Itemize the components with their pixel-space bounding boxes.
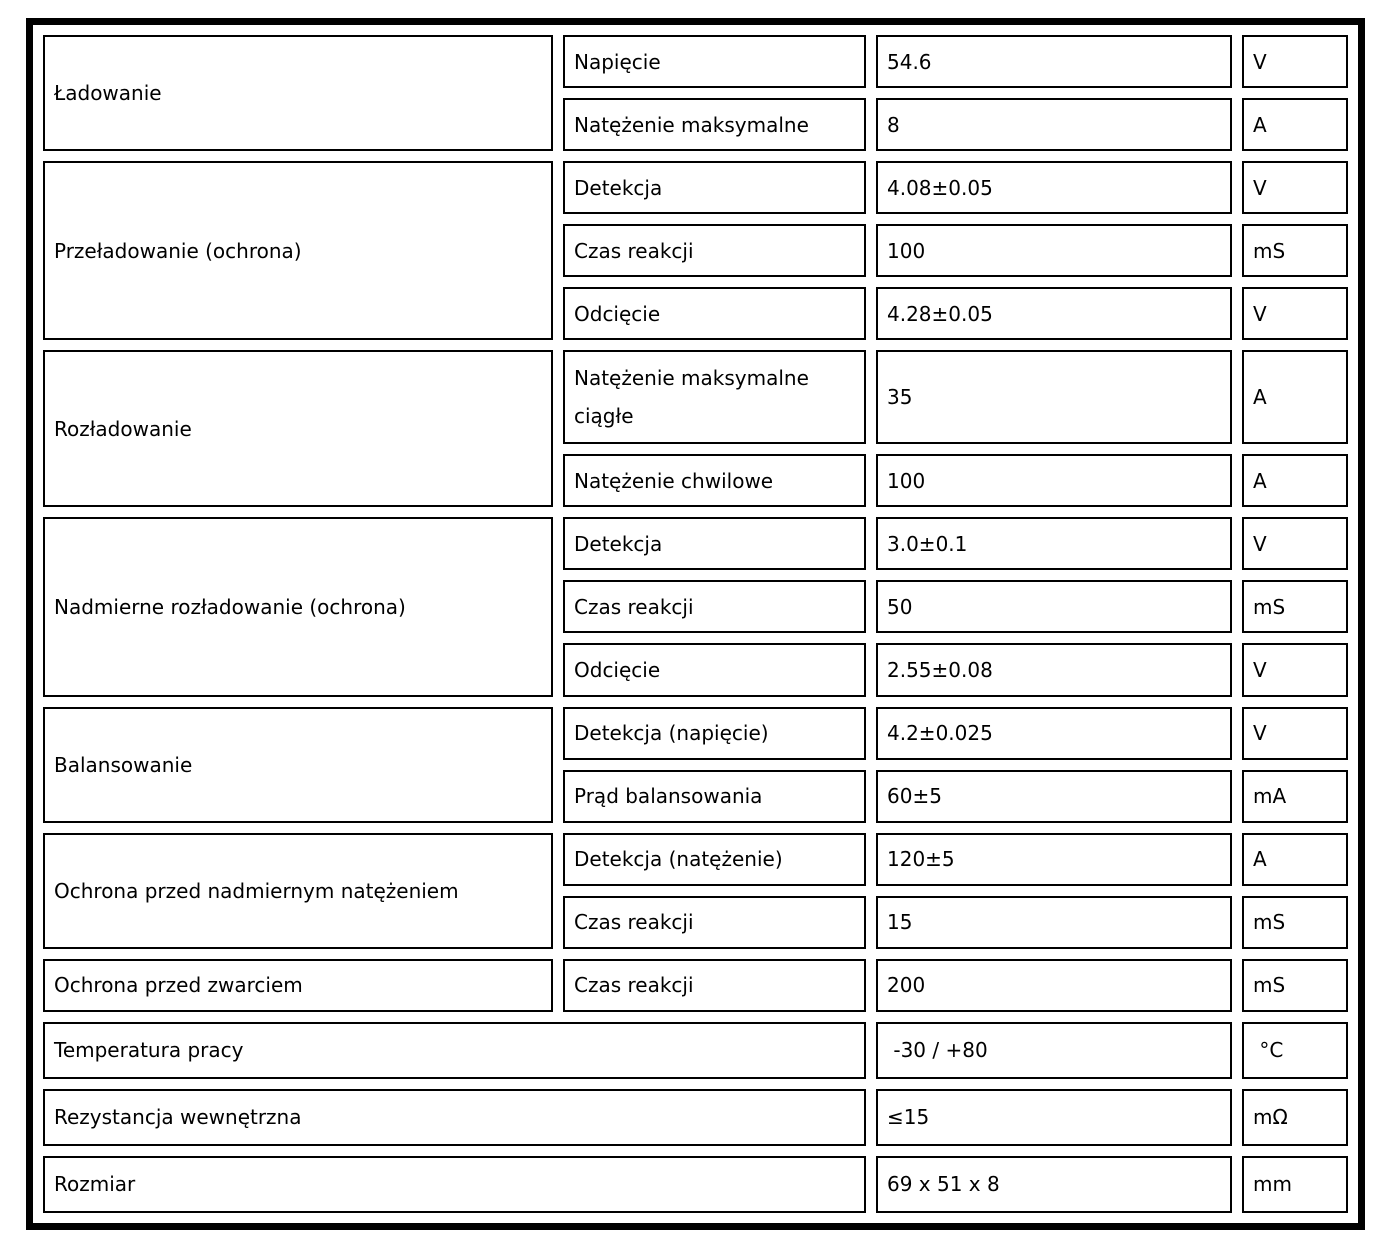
unit-cell: mS bbox=[1242, 580, 1348, 634]
param-cell: Odcięcie bbox=[563, 287, 866, 341]
value-cell: 2.55±0.08 bbox=[876, 643, 1232, 697]
param-cell: Detekcja (natężenie) bbox=[563, 832, 866, 886]
param-cell: Odcięcie bbox=[563, 643, 866, 697]
unit-cell: V bbox=[1242, 287, 1348, 341]
unit-cell: V bbox=[1242, 643, 1348, 697]
value-cell: 4.28±0.05 bbox=[876, 287, 1232, 341]
value-cell: 50 bbox=[876, 580, 1232, 634]
param-cell: Detekcja bbox=[563, 161, 866, 215]
spec-table-frame: Ładowanie Napięcie 54.6 V Natężenie maks… bbox=[26, 18, 1365, 1230]
param-cell: Detekcja (napięcie) bbox=[563, 706, 866, 760]
table-row: Rezystancja wewnętrzna ≤15 mΩ bbox=[43, 1088, 1348, 1146]
category-cell: Ochrona przed nadmiernym natężeniem bbox=[43, 832, 553, 949]
table-row: Czas reakcji 100 mS bbox=[43, 224, 1348, 278]
table-row: Balansowanie Detekcja (napięcie) 4.2±0.0… bbox=[43, 706, 1348, 823]
unit-cell: mS bbox=[1242, 224, 1348, 278]
table-row: Czas reakcji 15 mS bbox=[43, 895, 1348, 949]
table-row: Ochrona przed nadmiernym natężeniem Dete… bbox=[43, 832, 1348, 949]
value-cell: ≤15 bbox=[876, 1088, 1232, 1146]
value-cell: 15 bbox=[876, 895, 1232, 949]
param-cell: Czas reakcji bbox=[563, 895, 866, 949]
category-cell: Ochrona przed zwarciem bbox=[43, 958, 553, 1012]
value-cell: 3.0±0.1 bbox=[876, 517, 1232, 571]
category-cell: Balansowanie bbox=[43, 706, 553, 823]
param-cell: Prąd balansowania bbox=[563, 769, 866, 823]
battery-spec-table: Ładowanie Napięcie 54.6 V Natężenie maks… bbox=[33, 25, 1358, 1223]
value-cell: 8 bbox=[876, 98, 1232, 152]
label-cell: Rozmiar bbox=[43, 1155, 866, 1213]
unit-cell: mA bbox=[1242, 769, 1348, 823]
category-cell: Rozładowanie bbox=[43, 350, 553, 508]
table-row: Ochrona przed zwarciem Czas reakcji 200 … bbox=[43, 958, 1348, 1012]
value-cell: 54.6 bbox=[876, 35, 1232, 89]
table-row: Nadmierne rozładowanie (ochrona) Detekcj… bbox=[43, 517, 1348, 697]
param-cell: Napięcie bbox=[563, 35, 866, 89]
value-cell: 120±5 bbox=[876, 832, 1232, 886]
unit-cell: A bbox=[1242, 98, 1348, 152]
unit-cell: mS bbox=[1242, 895, 1348, 949]
category-cell: Przeładowanie (ochrona) bbox=[43, 161, 553, 341]
unit-cell: mm bbox=[1242, 1155, 1348, 1213]
table-row: Ładowanie Napięcie 54.6 V bbox=[43, 35, 1348, 152]
param-cell: Natężenie maksymalne ciągłe bbox=[563, 350, 866, 445]
value-cell: 100 bbox=[876, 224, 1232, 278]
label-cell: Rezystancja wewnętrzna bbox=[43, 1088, 866, 1146]
param-cell: Detekcja bbox=[563, 517, 866, 571]
label-cell: Temperatura pracy bbox=[43, 1021, 866, 1079]
value-cell: 4.2±0.025 bbox=[876, 706, 1232, 760]
unit-cell: °C bbox=[1242, 1021, 1348, 1079]
table-row: Rozładowanie Natężenie maksymalne ciągłe… bbox=[43, 350, 1348, 508]
unit-cell: A bbox=[1242, 350, 1348, 445]
unit-cell: V bbox=[1242, 706, 1348, 760]
unit-cell: A bbox=[1242, 454, 1348, 508]
table-row: Rozmiar 69 x 51 x 8 mm bbox=[43, 1155, 1348, 1213]
unit-cell: V bbox=[1242, 161, 1348, 215]
value-cell: 200 bbox=[876, 958, 1232, 1012]
unit-cell: mS bbox=[1242, 958, 1348, 1012]
value-cell: 69 x 51 x 8 bbox=[876, 1155, 1232, 1213]
category-cell: Nadmierne rozładowanie (ochrona) bbox=[43, 517, 553, 697]
table-row: Odcięcie 4.28±0.05 V bbox=[43, 287, 1348, 341]
table-row: Natężenie chwilowe 100 A bbox=[43, 454, 1348, 508]
category-cell: Ładowanie bbox=[43, 35, 553, 152]
unit-cell: mΩ bbox=[1242, 1088, 1348, 1146]
unit-cell: V bbox=[1242, 35, 1348, 89]
table-row: Przeładowanie (ochrona) Detekcja 4.08±0.… bbox=[43, 161, 1348, 341]
unit-cell: A bbox=[1242, 832, 1348, 886]
value-cell: 60±5 bbox=[876, 769, 1232, 823]
value-cell: 100 bbox=[876, 454, 1232, 508]
table-row: Czas reakcji 50 mS bbox=[43, 580, 1348, 634]
table-row: Prąd balansowania 60±5 mA bbox=[43, 769, 1348, 823]
unit-cell: V bbox=[1242, 517, 1348, 571]
param-cell: Czas reakcji bbox=[563, 580, 866, 634]
value-cell: 4.08±0.05 bbox=[876, 161, 1232, 215]
param-cell: Natężenie chwilowe bbox=[563, 454, 866, 508]
table-row: Natężenie maksymalne 8 A bbox=[43, 98, 1348, 152]
param-cell: Natężenie maksymalne bbox=[563, 98, 866, 152]
param-cell: Czas reakcji bbox=[563, 958, 866, 1012]
param-cell: Czas reakcji bbox=[563, 224, 866, 278]
value-cell: 35 bbox=[876, 350, 1232, 445]
value-cell: -30 / +80 bbox=[876, 1021, 1232, 1079]
table-row: Odcięcie 2.55±0.08 V bbox=[43, 643, 1348, 697]
table-row: Temperatura pracy -30 / +80 °C bbox=[43, 1021, 1348, 1079]
